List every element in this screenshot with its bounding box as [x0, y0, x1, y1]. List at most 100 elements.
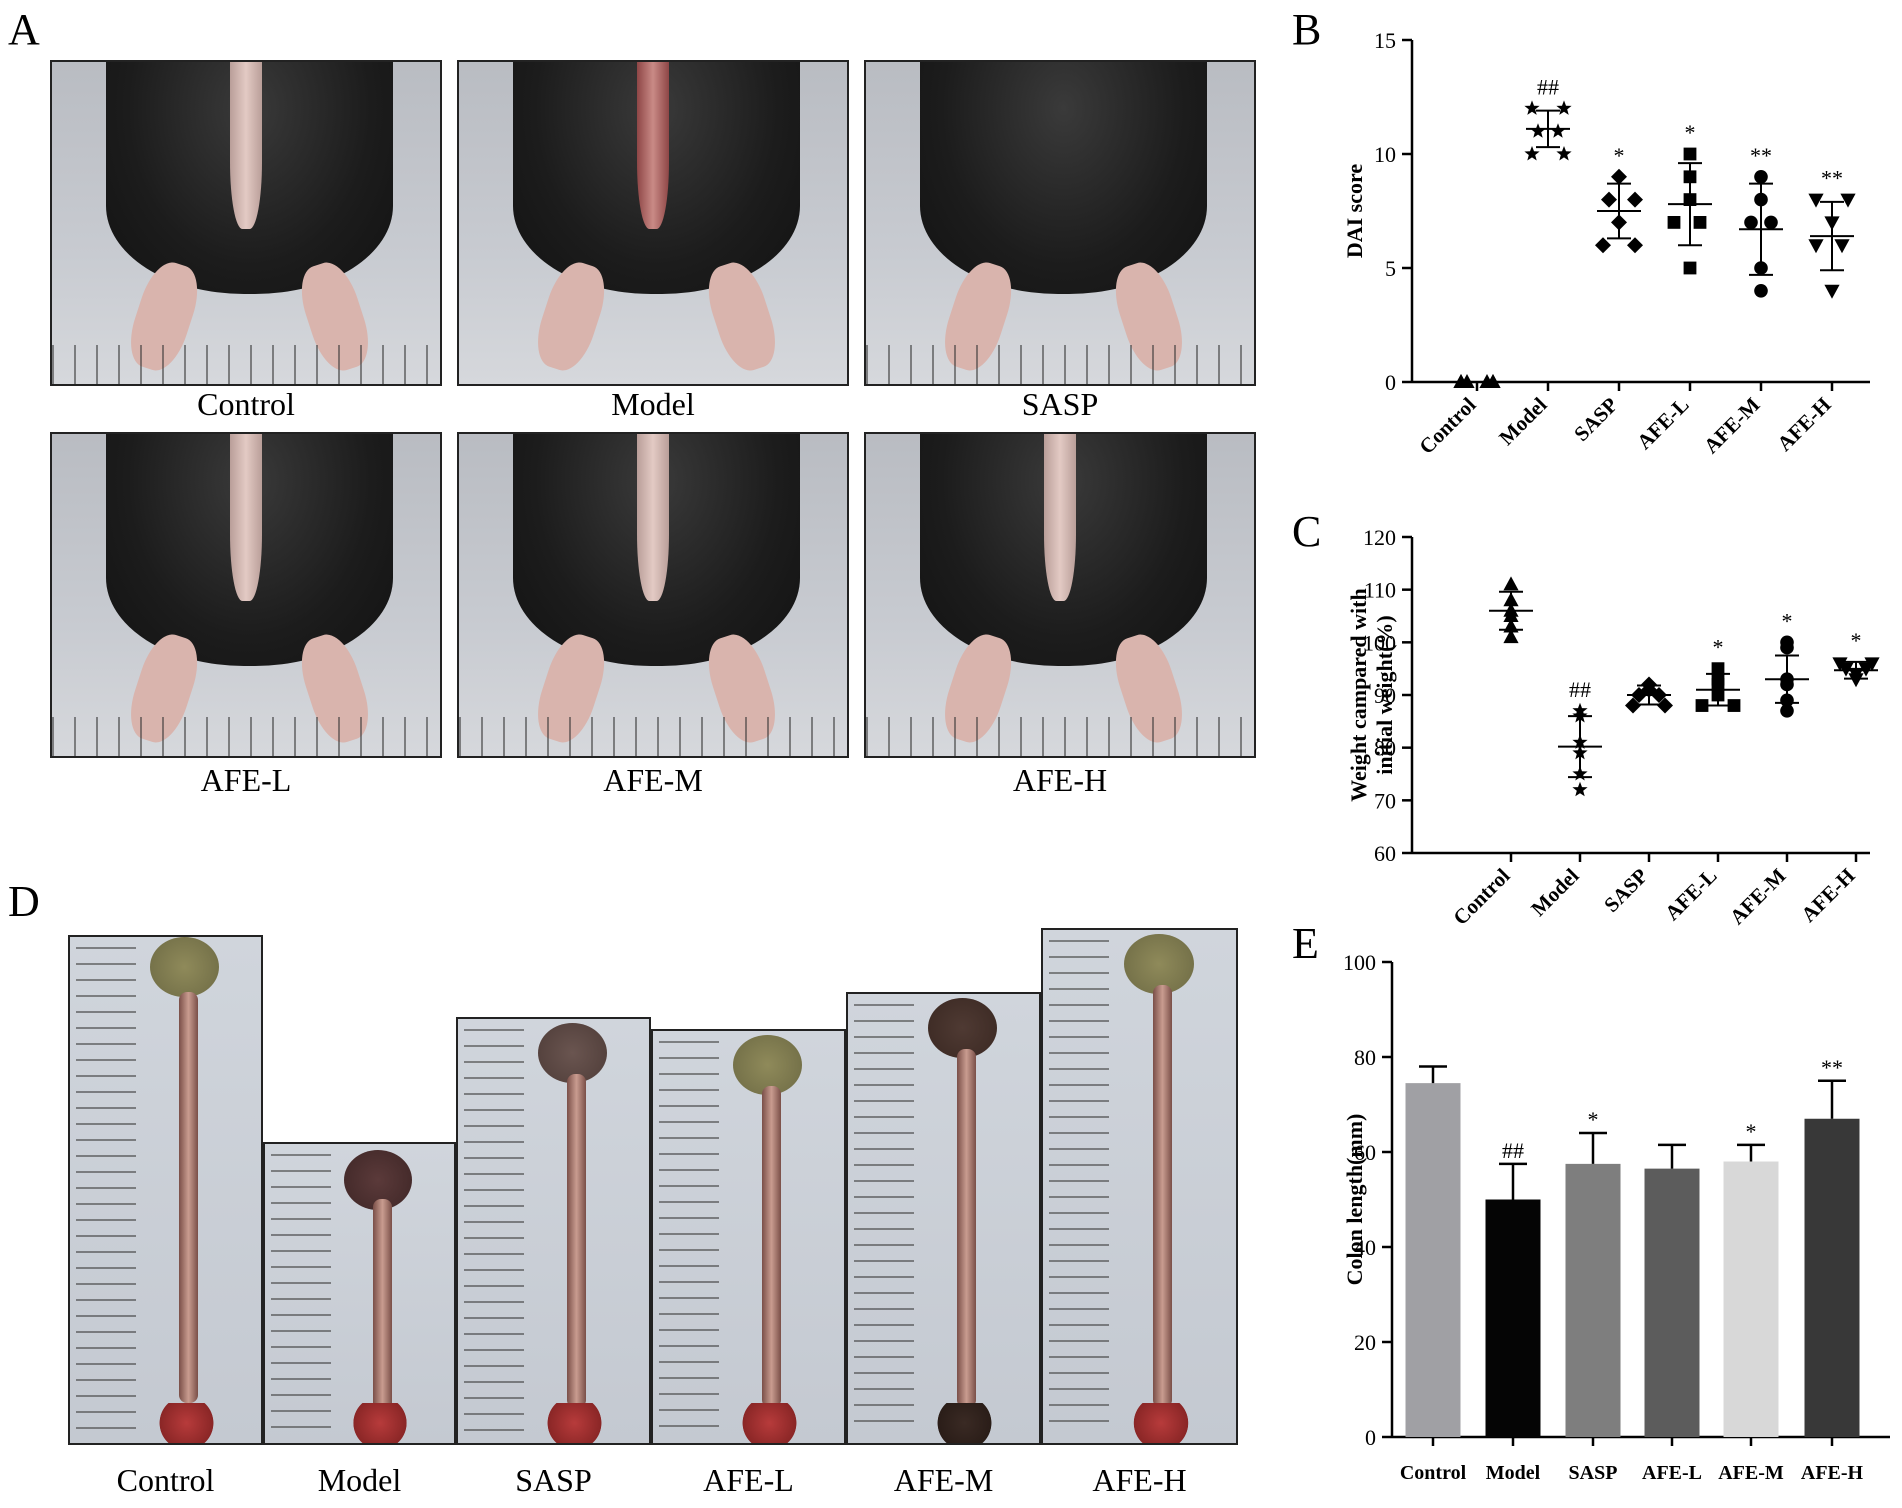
chart-c-ytick-label: 120	[1363, 525, 1396, 550]
chart-c-annotation: ##	[1569, 677, 1591, 702]
chart-b-point	[1524, 100, 1540, 115]
mouse-photo-model	[457, 60, 849, 386]
chart-e-ylabel: Colon length(mm)	[1342, 1114, 1367, 1286]
colon-photo-afe-h	[1041, 928, 1238, 1445]
chart-b-point	[1556, 100, 1572, 115]
chart-c-ytick-label: 110	[1364, 578, 1396, 603]
chart-b-point	[1485, 374, 1501, 388]
chart-b-point	[1840, 193, 1856, 208]
chart-e-ytick-label: 100	[1343, 950, 1376, 975]
colon-label-sasp: SASP	[515, 1462, 592, 1498]
chart-c-point	[1832, 657, 1848, 672]
chart-b-annotation: *	[1685, 120, 1696, 145]
chart-c-point	[1864, 657, 1880, 672]
chart-c-point	[1572, 734, 1588, 749]
chart-e-bar	[1804, 1118, 1860, 1437]
chart-e-ytick-label: 60	[1354, 1140, 1376, 1165]
chart-b-point	[1834, 239, 1850, 254]
chart-b-point	[1530, 123, 1546, 138]
chart-c-point	[1780, 672, 1794, 686]
chart-b-point	[1601, 191, 1617, 208]
chart-e-annotation: **	[1821, 1055, 1843, 1080]
chart-c-ylabel-line1: Weight campared with	[1346, 588, 1371, 801]
chart-b-point	[1693, 216, 1707, 229]
colon-label-afe-m: AFE-M	[893, 1462, 994, 1498]
colon-label-afe-h: AFE-H	[1092, 1462, 1187, 1498]
chart-b-xtick-label: Model	[1494, 392, 1552, 450]
colon-photo-afe-l	[651, 1029, 846, 1445]
chart-c-ytick-label: 90	[1374, 683, 1396, 708]
chart-b-ytick-label: 10	[1374, 142, 1396, 167]
chart-b-annotation: **	[1750, 143, 1772, 168]
chart-c-point	[1848, 673, 1864, 688]
chart-b-xtick-label: AFE-L	[1632, 393, 1694, 455]
colon-photo-afe-m	[846, 992, 1041, 1445]
chart-b-point	[1754, 170, 1768, 184]
chart-c-point	[1503, 602, 1519, 617]
chart-c-point	[1503, 592, 1519, 607]
chart-c-point	[1727, 699, 1741, 712]
chart-c-point	[1711, 672, 1725, 686]
chart-c-point	[1572, 781, 1588, 797]
chart-c-point	[1780, 693, 1794, 708]
chart-e-xtick-label: AFE-L	[1642, 1462, 1702, 1484]
chart-c-point	[1641, 676, 1657, 693]
chart-b-point	[1627, 237, 1643, 254]
chart-b-point	[1453, 374, 1469, 388]
chart-b-point	[1479, 374, 1495, 388]
chart-b-point	[1595, 237, 1611, 254]
chart-e-xtick-label: Control	[1400, 1462, 1467, 1484]
chart-b-point	[1627, 191, 1643, 208]
chart-e-bar	[1485, 1199, 1541, 1437]
chart-e-ytick-label: 80	[1354, 1045, 1376, 1070]
chart-c-point	[1503, 629, 1519, 644]
chart-e-xtick-label: Model	[1486, 1462, 1541, 1484]
mouse-photo-afe-m	[457, 432, 849, 758]
chart-c-point	[1631, 687, 1647, 703]
chart-b-point	[1556, 146, 1572, 161]
colon-photo-control	[68, 935, 263, 1445]
chart-b-point	[1485, 374, 1501, 388]
chart-b-point	[1754, 284, 1768, 298]
mouse-photo-afe-l	[50, 432, 442, 758]
chart-c-point	[1711, 688, 1725, 702]
colon-label-control: Control	[116, 1462, 215, 1498]
chart-c-xtick-label: AFE-H	[1796, 864, 1859, 927]
chart-c-annotation: *	[1782, 608, 1793, 633]
chart-e-xtick-label: SASP	[1569, 1462, 1618, 1484]
chart-b-xtick-label: AFE-H	[1772, 393, 1835, 456]
chart-c-point	[1625, 697, 1641, 714]
chart-e-ytick-label: 20	[1354, 1330, 1376, 1355]
chart-b-annotation: ##	[1537, 74, 1559, 99]
chart-b-point	[1683, 193, 1697, 206]
mouse-label-control: Control	[197, 386, 295, 422]
chart-b-point	[1683, 261, 1697, 275]
mouse-photo-sasp	[864, 60, 1256, 386]
chart-c-point	[1641, 681, 1657, 698]
chart-b-point	[1808, 193, 1824, 208]
chart-b-point	[1550, 123, 1566, 138]
chart-e-annotation: ##	[1502, 1138, 1524, 1163]
chart-c-xtick-label: Model	[1526, 863, 1584, 921]
chart-c-point	[1503, 618, 1519, 633]
chart-c-point	[1711, 662, 1725, 676]
chart-c-annotation: *	[1713, 635, 1724, 660]
chart-b-point	[1754, 192, 1768, 207]
chart-c-ytick-label: 60	[1374, 841, 1396, 866]
chart-b-point	[1764, 215, 1778, 230]
chart-c-point	[1780, 677, 1794, 692]
panel-e-letter: E	[1292, 919, 1319, 968]
chart-c-point	[1858, 662, 1874, 677]
chart-c-point	[1503, 608, 1519, 622]
chart-c-xtick-label: SASP	[1599, 863, 1652, 916]
chart-b-point	[1524, 146, 1540, 161]
chart-b-ytick-label: 15	[1374, 28, 1396, 53]
chart-b-point	[1611, 168, 1627, 185]
mouse-photo-afe-h	[864, 432, 1256, 758]
chart-e-xtick-label: AFE-H	[1801, 1462, 1864, 1484]
chart-b-ylabel: DAI score	[1342, 164, 1367, 259]
chart-b-xtick-label: Control	[1414, 392, 1480, 458]
panel-c-letter: C	[1292, 507, 1322, 556]
chart-c-point	[1780, 704, 1794, 718]
chart-b-xtick-label: SASP	[1569, 392, 1622, 445]
